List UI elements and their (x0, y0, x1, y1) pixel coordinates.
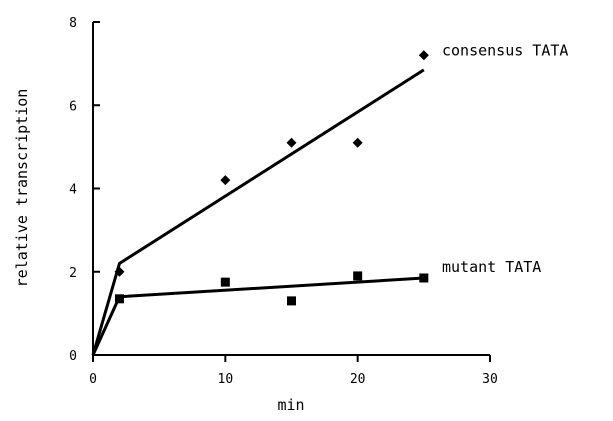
data-point-square (114, 294, 124, 304)
series-consensus-tata: consensus TATA (91, 41, 568, 356)
data-point-square (353, 271, 363, 281)
x-axis-ticks: 0 10 20 30 (89, 355, 498, 387)
y-tick-label: 0 (69, 349, 77, 364)
data-point-square (419, 273, 429, 283)
y-axis-ticks: 0 2 4 6 8 (69, 16, 100, 364)
data-point-diamond (220, 175, 231, 186)
y-tick-label: 8 (69, 16, 77, 31)
data-point-diamond (352, 137, 363, 148)
x-tick-label: 20 (350, 372, 366, 387)
data-point-diamond (418, 50, 429, 61)
y-axis-title: relative transcription (13, 89, 31, 288)
y-tick-label: 4 (69, 183, 77, 198)
data-point-square (287, 296, 296, 306)
x-tick-label: 0 (89, 372, 97, 387)
data-point-diamond (286, 137, 297, 148)
y-tick-label: 6 (69, 99, 77, 114)
x-tick-label: 30 (482, 372, 498, 387)
data-point-square (220, 277, 230, 287)
series-label-consensus-tata: consensus TATA (442, 41, 568, 59)
series-mutant-tata: mutant TATA (91, 258, 541, 356)
y-tick-label: 2 (69, 266, 77, 281)
fit-line-mutant-tata (91, 276, 424, 356)
series-label-mutant-tata: mutant TATA (442, 258, 541, 276)
x-axis-title: min (277, 396, 304, 414)
data-point-diamond (114, 266, 125, 277)
fit-line-consensus-tata (91, 68, 425, 356)
x-tick-label: 10 (218, 372, 234, 387)
plot-area: 0 10 20 30 0 2 4 6 8 consensus TATA mutant TATA (69, 16, 568, 387)
series-layer: consensus TATA mutant TATA (91, 41, 568, 356)
